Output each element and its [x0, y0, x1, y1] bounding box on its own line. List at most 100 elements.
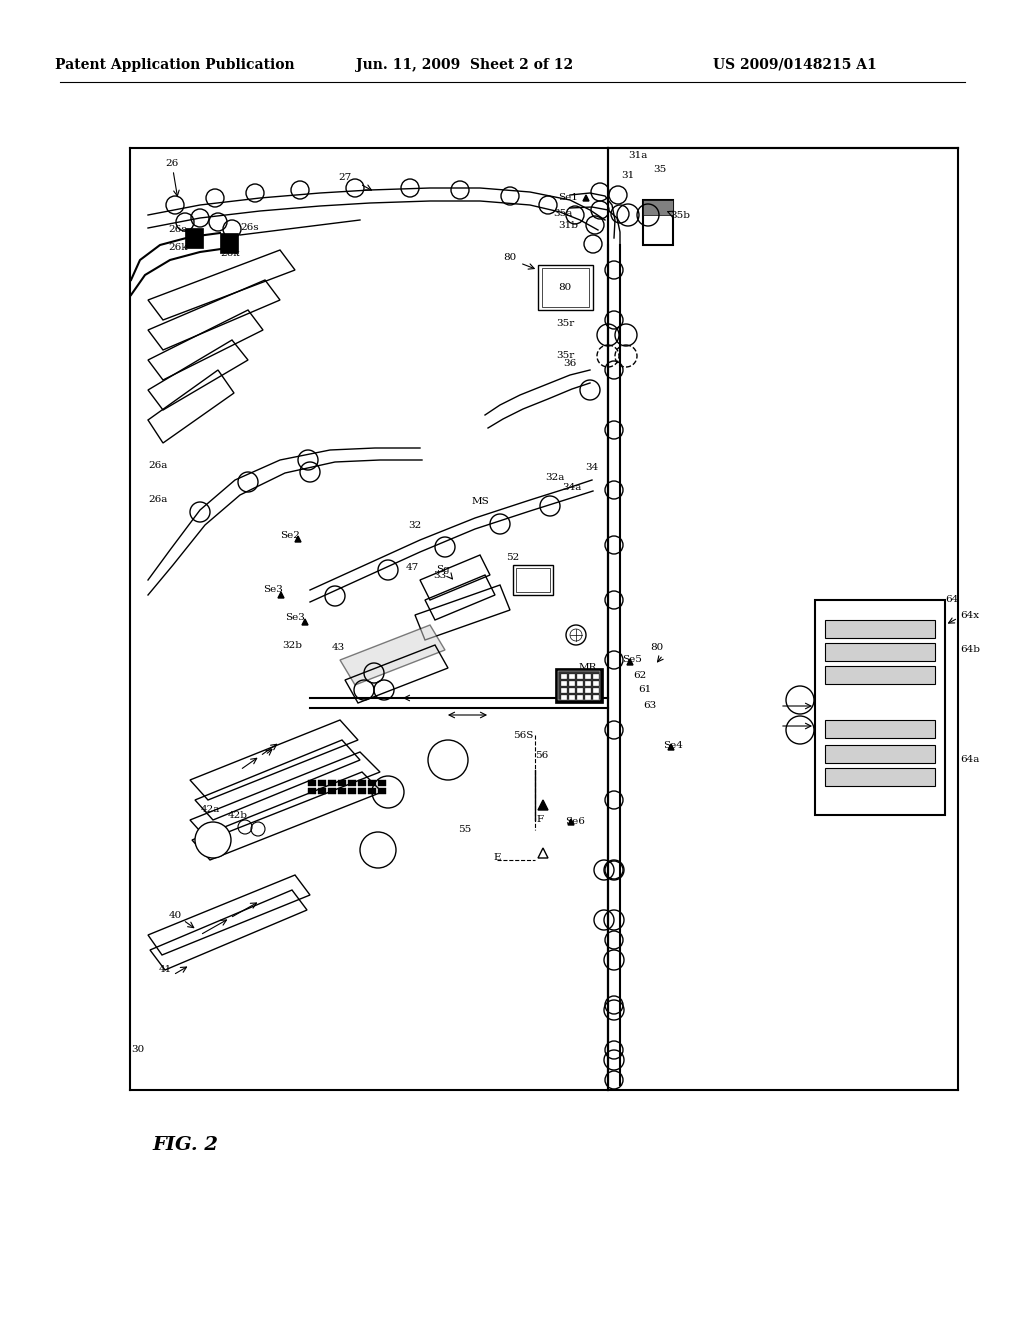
Bar: [358, 788, 366, 795]
Text: 64x: 64x: [961, 610, 979, 619]
Bar: [308, 780, 316, 785]
Bar: [593, 675, 599, 678]
Polygon shape: [278, 591, 284, 598]
Text: 27: 27: [338, 173, 351, 182]
Bar: [516, 568, 550, 591]
Bar: [328, 780, 336, 785]
Text: 35r: 35r: [556, 318, 574, 327]
Bar: [569, 688, 575, 693]
Circle shape: [195, 822, 231, 858]
Text: 56S: 56S: [513, 730, 534, 739]
Bar: [561, 675, 567, 678]
Text: 42b: 42b: [228, 810, 248, 820]
Text: 55: 55: [459, 825, 472, 834]
Bar: [368, 780, 376, 785]
Bar: [585, 696, 591, 700]
Text: Sg: Sg: [436, 565, 450, 574]
Bar: [577, 675, 583, 678]
Text: 31a: 31a: [629, 150, 648, 160]
Bar: [220, 234, 238, 253]
Bar: [585, 688, 591, 693]
Bar: [577, 696, 583, 700]
Bar: [378, 780, 386, 785]
Text: 31: 31: [622, 170, 635, 180]
Bar: [348, 788, 356, 795]
Text: 34: 34: [586, 463, 599, 473]
Text: 35r: 35r: [556, 351, 574, 359]
Text: E: E: [494, 854, 501, 862]
Text: Se4: Se4: [664, 741, 683, 750]
Circle shape: [566, 624, 586, 645]
Bar: [318, 780, 326, 785]
Polygon shape: [668, 744, 674, 750]
Bar: [825, 719, 935, 738]
Text: 32b: 32b: [282, 640, 302, 649]
Text: F: F: [537, 816, 544, 825]
Text: 62: 62: [634, 671, 646, 680]
Text: 32a: 32a: [546, 473, 564, 482]
Text: 40: 40: [168, 911, 181, 920]
Text: 63: 63: [643, 701, 656, 710]
Text: M: M: [442, 755, 454, 764]
Text: Se3: Se3: [263, 586, 283, 594]
Bar: [378, 788, 386, 795]
Text: Se6: Se6: [565, 817, 585, 826]
Polygon shape: [340, 624, 445, 685]
Text: 64: 64: [945, 595, 958, 605]
Text: 47: 47: [406, 564, 419, 573]
Polygon shape: [583, 195, 589, 201]
Circle shape: [428, 741, 468, 780]
Text: Se2: Se2: [280, 531, 300, 540]
Text: 26s: 26s: [240, 223, 259, 232]
Text: 35b: 35b: [670, 210, 690, 219]
Text: US 2009/0148215 A1: US 2009/0148215 A1: [713, 58, 877, 73]
Bar: [513, 565, 553, 595]
Text: Jun. 11, 2009  Sheet 2 of 12: Jun. 11, 2009 Sheet 2 of 12: [356, 58, 573, 73]
Bar: [825, 768, 935, 785]
Bar: [318, 788, 326, 795]
Text: 80: 80: [558, 284, 571, 293]
Text: 80: 80: [504, 253, 517, 263]
Circle shape: [360, 832, 396, 869]
Bar: [825, 643, 935, 661]
Bar: [825, 667, 935, 684]
Text: 30: 30: [131, 1045, 144, 1055]
Bar: [542, 268, 589, 308]
Text: 26a: 26a: [148, 461, 167, 470]
Text: 31b: 31b: [558, 222, 578, 231]
Text: 35: 35: [653, 165, 667, 174]
Text: 26k: 26k: [220, 248, 240, 257]
Text: 80: 80: [650, 644, 664, 652]
Bar: [538, 265, 593, 310]
Text: 56: 56: [536, 751, 549, 759]
Text: MR: MR: [579, 664, 597, 672]
Text: 41: 41: [159, 965, 172, 974]
Bar: [569, 675, 575, 678]
Bar: [585, 675, 591, 678]
Text: 26a: 26a: [148, 495, 167, 504]
Text: FIG. 2: FIG. 2: [152, 1137, 218, 1154]
Text: 35a: 35a: [554, 209, 573, 218]
Text: 42a: 42a: [201, 805, 220, 814]
Bar: [358, 780, 366, 785]
Bar: [815, 601, 945, 814]
Bar: [185, 228, 203, 248]
Bar: [308, 788, 316, 795]
Bar: [593, 688, 599, 693]
Bar: [368, 788, 376, 795]
Bar: [338, 788, 346, 795]
Bar: [561, 681, 567, 686]
Bar: [338, 780, 346, 785]
Bar: [561, 688, 567, 693]
Text: M: M: [208, 836, 218, 845]
Bar: [643, 201, 673, 215]
Text: 36: 36: [563, 359, 577, 367]
Text: Se3: Se3: [285, 612, 305, 622]
Text: 64a: 64a: [961, 755, 979, 764]
Bar: [585, 681, 591, 686]
Bar: [825, 744, 935, 763]
Text: 43: 43: [332, 644, 345, 652]
Text: 26k: 26k: [168, 243, 187, 252]
Polygon shape: [568, 818, 574, 825]
Bar: [825, 620, 935, 638]
